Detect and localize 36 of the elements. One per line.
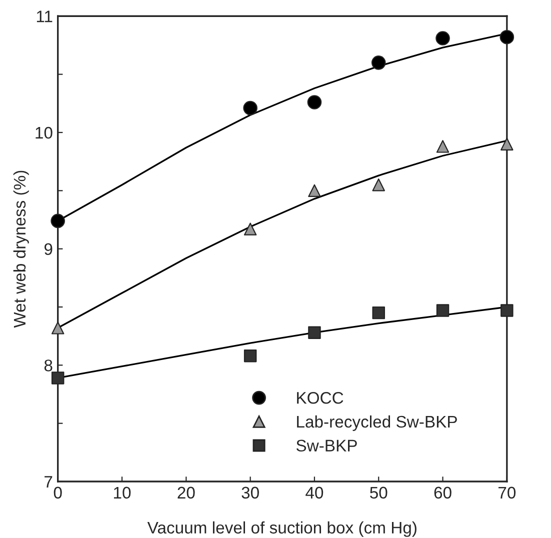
point xyxy=(51,372,64,384)
point xyxy=(307,95,322,110)
x-tick-label: 10 xyxy=(114,486,131,499)
point xyxy=(371,56,386,70)
y-tick-label: 8 xyxy=(44,360,52,372)
y-tick-label: 9 xyxy=(44,243,52,256)
point xyxy=(500,138,514,150)
point xyxy=(308,184,321,198)
point xyxy=(436,140,450,153)
y-tick-label: 11 xyxy=(36,10,52,22)
x-axis-title: Vacuum level of suction box (cm Hg) xyxy=(147,521,416,537)
x-tick-label: 40 xyxy=(306,486,324,499)
x-tick-label: 20 xyxy=(178,486,195,499)
point xyxy=(436,31,450,46)
y-tick-label: 10 xyxy=(36,126,52,139)
legend-label: Lab-recycled Sw-BKP xyxy=(297,415,457,431)
x-tick-label: 30 xyxy=(242,486,259,499)
point xyxy=(500,304,514,317)
point xyxy=(51,322,64,334)
legend-label: KOCC xyxy=(297,392,344,404)
point xyxy=(244,222,257,236)
x-tick-label: 60 xyxy=(434,486,452,499)
x-tick-label: 70 xyxy=(498,486,516,499)
point xyxy=(372,306,385,320)
point xyxy=(244,349,257,362)
point xyxy=(436,304,450,317)
point xyxy=(372,178,385,192)
point xyxy=(500,30,514,44)
x-tick-label: 0 xyxy=(54,486,62,499)
point xyxy=(308,326,321,339)
x-tick-label: 50 xyxy=(370,486,388,499)
y-axis-title: Wet web dryness (%) xyxy=(13,170,29,328)
y-tick-label: 7 xyxy=(44,476,52,488)
point xyxy=(243,100,258,116)
point xyxy=(50,214,65,228)
legend-label: Sw-BKP xyxy=(296,440,357,452)
